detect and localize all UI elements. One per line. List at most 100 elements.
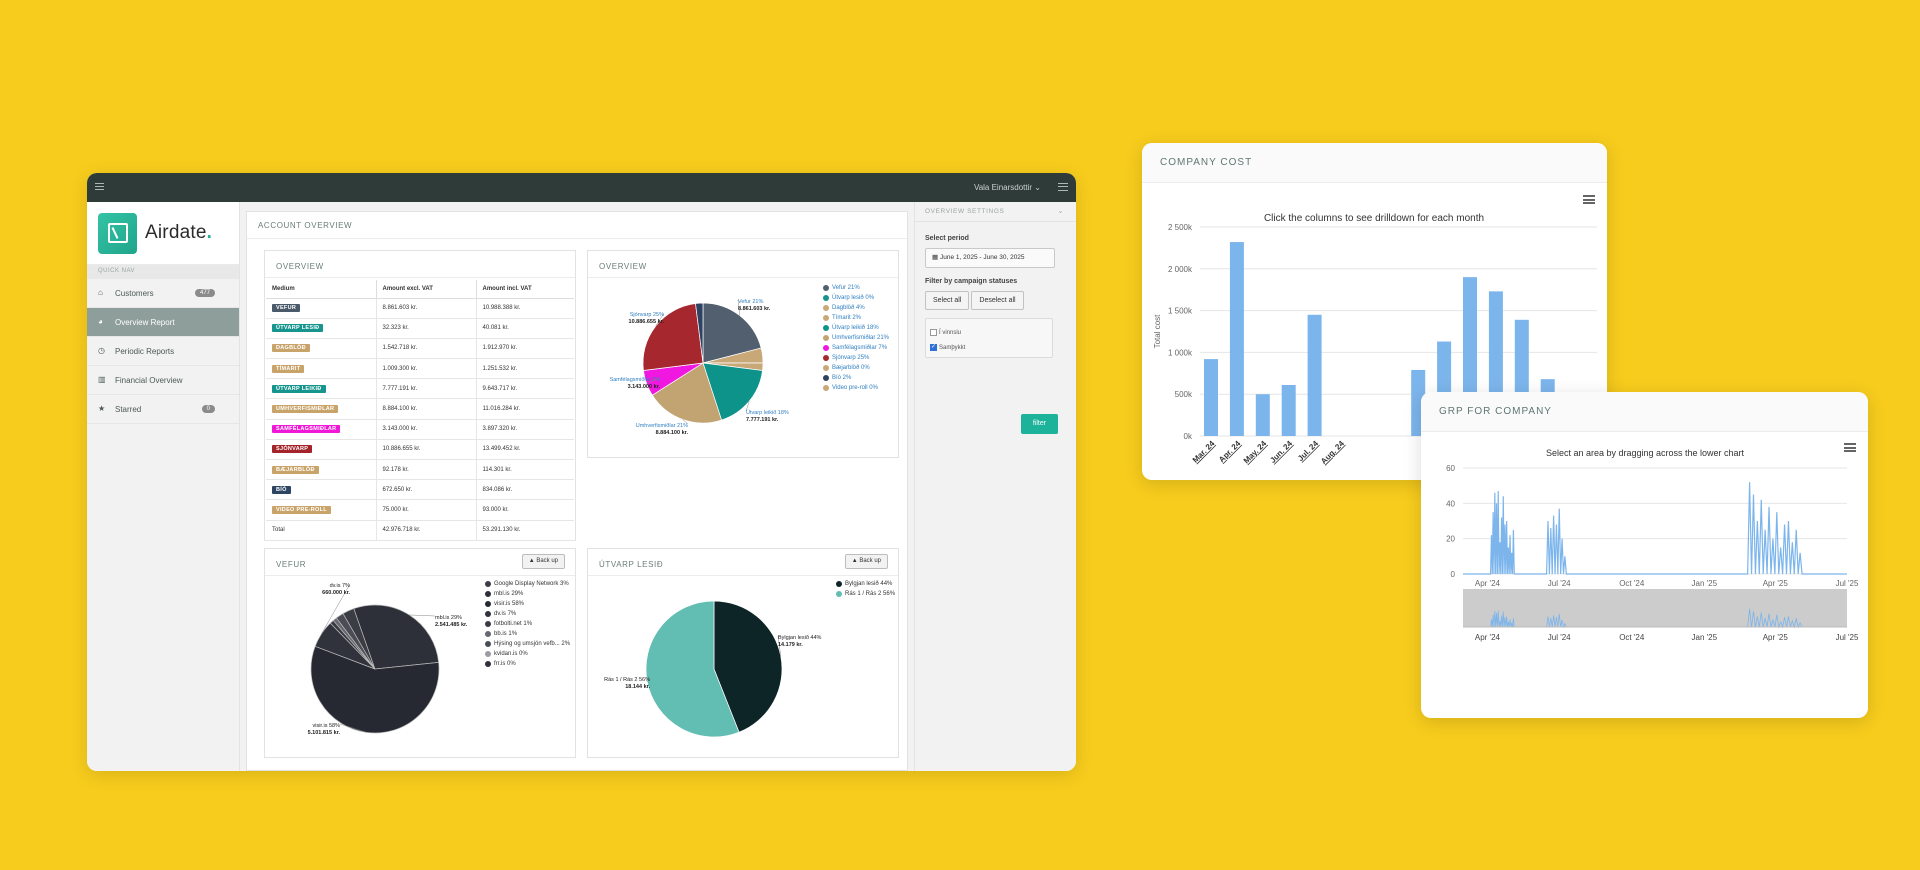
chevron-down-icon: ⌄	[1034, 183, 1041, 192]
legend-item[interactable]: Sjónvarp 25%	[823, 353, 889, 363]
user-menu[interactable]: Vala Einarsdottir ⌄	[974, 183, 1041, 192]
legend-swatch	[823, 375, 829, 381]
callout-line	[321, 583, 351, 635]
callout-line	[655, 312, 665, 327]
account-overview-panel: ACCOUNT OVERVIEW OVERVIEW Medium Amount …	[246, 211, 908, 771]
legend-item[interactable]: Google Display Network 3%	[485, 579, 570, 589]
legend-item[interactable]: Bíó 2%	[823, 373, 889, 383]
sidebar-item-customers[interactable]: ⌂ Customers 477	[87, 279, 239, 308]
status-option[interactable]: Í vinnslu	[930, 325, 1048, 340]
legend-label: Bylgjan lesið	[845, 581, 879, 587]
legend-pct: 2%	[559, 641, 571, 647]
bar-chart-icon: ▥	[98, 375, 106, 384]
legend-item[interactable]: Video pre-roll 0%	[823, 383, 889, 393]
settings-header[interactable]: OVERVIEW SETTINGS ⌄	[915, 202, 1076, 222]
legend-item[interactable]: Hýsing og umsjón vefb... 2%	[485, 639, 570, 649]
legend-item[interactable]: Samfélagsmiðlar 7%	[823, 343, 889, 353]
bar	[1307, 314, 1322, 436]
sidebar-item-overview-report[interactable]: ◕ Overview Report	[87, 308, 239, 337]
deselect-all-button[interactable]: Deselect all	[971, 291, 1024, 310]
chart-menu-icon[interactable]	[1844, 443, 1856, 452]
legend-swatch	[823, 325, 829, 331]
logo[interactable]: Airdate.	[87, 202, 239, 265]
amount-incl-cell: 93.000 kr.	[476, 499, 574, 521]
x-tick-label: Jul '25	[1836, 579, 1859, 588]
checkbox[interactable]: ✓	[930, 344, 937, 351]
total-label: Total	[266, 520, 377, 541]
legend-item[interactable]: dv.is 7%	[485, 609, 570, 619]
legend-pct: 7%	[505, 611, 517, 617]
sidebar-item-starred[interactable]: ★ Starred 0	[87, 395, 239, 424]
logo-mark	[98, 212, 137, 254]
legend-label: visir.is	[494, 601, 511, 607]
checkbox[interactable]	[930, 329, 937, 336]
status-option[interactable]: ✓ Samþykkt	[930, 344, 966, 351]
chart-subtitle: Select an area by dragging across the lo…	[1546, 448, 1745, 458]
legend-pct: 1%	[521, 621, 533, 627]
filter-button[interactable]: filter	[1021, 414, 1058, 434]
legend-item[interactable]: kvidan.is 0%	[485, 649, 570, 659]
y-tick-label: 500k	[1175, 390, 1193, 399]
legend-label: Dagblöð	[832, 305, 855, 311]
medium-cell: ÚTVARP LEIKIÐ	[266, 378, 377, 400]
legend-item[interactable]: fotbolti.net 1%	[485, 619, 570, 629]
legend-swatch	[823, 315, 829, 321]
utvarp-lesid-pie-chart[interactable]: Bylgjan lesið 44%14.179 kr. Rás 1 / Rás 2…	[588, 577, 838, 757]
legend-label: mbl.is	[494, 591, 510, 597]
overview-table-box: OVERVIEW Medium Amount excl. VAT Amount …	[264, 250, 576, 541]
medium-tag: VEFUR	[272, 304, 301, 313]
period-label: Select period	[925, 235, 969, 242]
table-row: BÍÓ 672.650 kr. 834.086 kr.	[266, 479, 574, 501]
legend-item[interactable]: mbl.is 29%	[485, 589, 570, 599]
medium-tag: UMHVERFISMIÐLAR	[272, 405, 339, 414]
legend-item[interactable]: Útvarp leikið 18%	[823, 323, 889, 333]
box-title: VEFUR	[276, 560, 307, 569]
chart-subtitle: Click the columns to see drilldown for e…	[1264, 213, 1484, 224]
medium-tag: BÍÓ	[272, 485, 291, 494]
callout-line	[682, 419, 689, 425]
legend-item[interactable]: Rás 1 / Rás 2 56%	[836, 589, 895, 599]
date-range-picker[interactable]: ▦ June 1, 2025 - June 30, 2025	[925, 248, 1055, 268]
pie-chart-icon: ◕	[98, 317, 103, 326]
legend-item[interactable]: Útvarp lesið 0%	[823, 293, 889, 303]
back-up-button[interactable]: ▲ Back up	[844, 554, 888, 569]
legend-item[interactable]: visir.is 58%	[485, 599, 570, 609]
legend-swatch	[485, 601, 491, 607]
overview-pie-chart[interactable]: Vefur 21%8.861.603 kr. Sjónvarp 25%10.886…	[588, 279, 818, 459]
callout-value: 660.000 kr.	[322, 590, 350, 596]
back-up-button[interactable]: ▲ Back up	[521, 554, 565, 569]
legend-item[interactable]: Bæjarblöð 0%	[823, 363, 889, 373]
legend-item[interactable]: Dagblöð 4%	[823, 303, 889, 313]
grp-chart[interactable]: Select an area by dragging across the lo…	[1421, 432, 1868, 718]
logo-text: Airdate.	[145, 222, 213, 243]
settings-panel-toggle-icon[interactable]	[1058, 183, 1068, 191]
sidebar-item-financial-overview[interactable]: ▥ Financial Overview	[87, 366, 239, 395]
y-tick-label: 2 500k	[1168, 223, 1193, 232]
legend-item[interactable]: Umhverfismiðlar 21%	[823, 333, 889, 343]
medium-cell: BÍÓ	[266, 479, 377, 501]
legend-swatch	[836, 581, 842, 587]
legend-pct: 21%	[846, 285, 860, 291]
amount-excl-cell: 75.000 kr.	[376, 499, 477, 521]
select-all-button[interactable]: Select all	[925, 291, 970, 310]
chart-menu-icon[interactable]	[1583, 195, 1595, 204]
legend-item[interactable]: Tímarit 2%	[823, 313, 889, 323]
table-row: TÍMARIT 1.009.300 kr. 1.251.532 kr.	[266, 358, 574, 380]
amount-excl-cell: 7.777.191 kr.	[376, 378, 477, 400]
sidebar-item-periodic-reports[interactable]: ◷ Periodic Reports	[87, 337, 239, 366]
amount-incl-cell: 9.643.717 kr.	[476, 378, 574, 400]
card-title: COMPANY COST	[1142, 143, 1607, 183]
pie-slice	[702, 362, 763, 421]
sidebar-toggle-icon[interactable]	[95, 183, 104, 190]
legend-item[interactable]: Vefur 21%	[823, 283, 889, 293]
legend-item[interactable]: bb.is 1%	[485, 629, 570, 639]
legend-item[interactable]: Bylgjan lesið 44%	[836, 579, 895, 589]
total-excl: 42.976.718 kr.	[376, 520, 477, 541]
vefur-pie-chart[interactable]: dv.is 7%660.000 kr. mbl.is 29%2.541.485 k…	[265, 577, 485, 757]
column-header: Medium	[266, 280, 377, 299]
utvarp-lesid-pie-box: ÚTVARP LESIÐ ▲ Back up Bylgjan lesið 44%…	[587, 548, 899, 758]
callout-value: 18.144 kr.	[625, 684, 650, 690]
legend-item[interactable]: frr.is 0%	[485, 659, 570, 669]
y-axis-label: Total cost	[1153, 314, 1162, 349]
legend-label: Google Display Network	[494, 581, 559, 587]
